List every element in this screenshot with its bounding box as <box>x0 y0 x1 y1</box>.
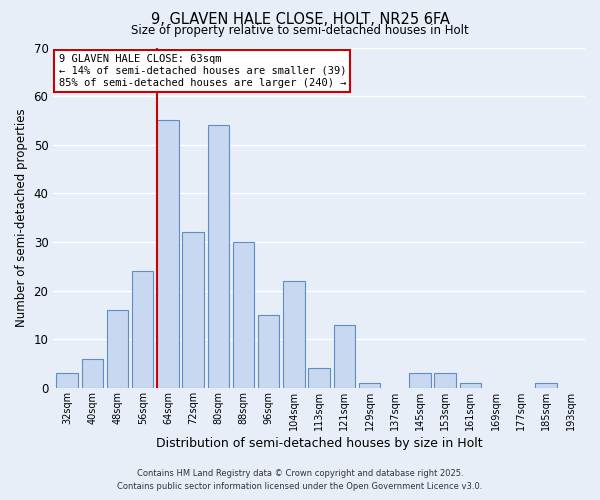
Bar <box>334 324 355 388</box>
Bar <box>308 368 330 388</box>
Text: 9, GLAVEN HALE CLOSE, HOLT, NR25 6FA: 9, GLAVEN HALE CLOSE, HOLT, NR25 6FA <box>151 12 449 28</box>
Bar <box>182 232 204 388</box>
Text: Contains HM Land Registry data © Crown copyright and database right 2025.
Contai: Contains HM Land Registry data © Crown c… <box>118 469 482 491</box>
Y-axis label: Number of semi-detached properties: Number of semi-detached properties <box>15 108 28 327</box>
Text: 9 GLAVEN HALE CLOSE: 63sqm
← 14% of semi-detached houses are smaller (39)
85% of: 9 GLAVEN HALE CLOSE: 63sqm ← 14% of semi… <box>59 54 346 88</box>
Bar <box>233 242 254 388</box>
Bar <box>157 120 179 388</box>
Bar <box>82 358 103 388</box>
Bar <box>283 281 305 388</box>
Bar <box>107 310 128 388</box>
Bar <box>208 126 229 388</box>
Bar <box>535 383 557 388</box>
Bar <box>409 374 431 388</box>
Bar <box>56 374 78 388</box>
Text: Size of property relative to semi-detached houses in Holt: Size of property relative to semi-detach… <box>131 24 469 37</box>
Bar <box>258 315 280 388</box>
X-axis label: Distribution of semi-detached houses by size in Holt: Distribution of semi-detached houses by … <box>156 437 482 450</box>
Bar <box>132 271 154 388</box>
Bar <box>460 383 481 388</box>
Bar <box>359 383 380 388</box>
Bar <box>434 374 456 388</box>
